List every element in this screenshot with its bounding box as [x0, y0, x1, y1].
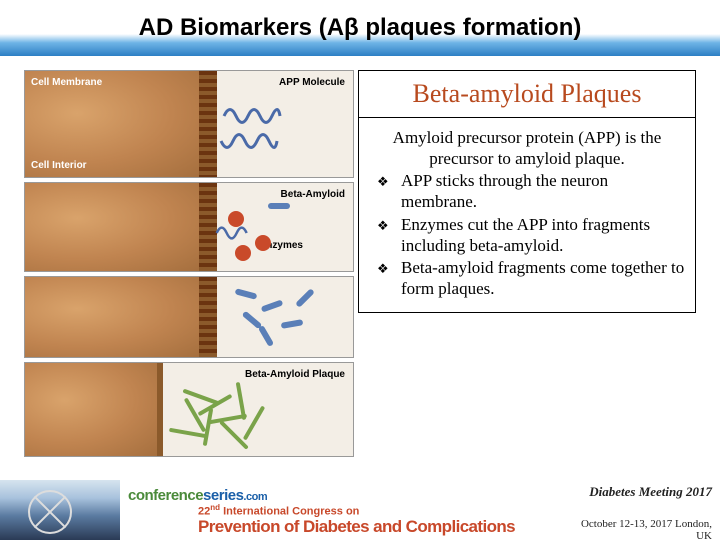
diagram-panel-1: Cell Membrane Cell Interior APP Molecule [24, 70, 354, 178]
footer-photo [0, 480, 120, 540]
page-title: AD Biomarkers (Aβ plaques formation) [139, 14, 582, 42]
diagram-panel-4: Beta-Amyloid Plaque [24, 362, 354, 457]
bullet-item: ❖Enzymes cut the APP into fragments incl… [383, 215, 685, 256]
fragment-icon [295, 288, 315, 308]
footer-brand-row: conferenceseries.com [128, 487, 562, 504]
plaque-rod-icon [243, 406, 265, 441]
cell-body-shape [25, 183, 205, 271]
brand-logo: conferenceseries.com [128, 487, 267, 504]
app-squiggle-icon [215, 218, 265, 248]
cell-body-shape [25, 277, 205, 357]
fragment-icon [235, 288, 258, 299]
meeting-date-place: October 12-13, 2017 London, UK [578, 518, 712, 542]
intro-text: Amyloid precursor protein (APP) is the p… [369, 128, 685, 169]
footer: conferenceseries.com 22nd International … [0, 480, 720, 540]
section-body: Amyloid precursor protein (APP) is the p… [358, 118, 696, 313]
ferris-wheel-icon [28, 490, 72, 534]
bullet-text: Beta-amyloid fragments come together to … [401, 258, 684, 298]
bullet-item: ❖APP sticks through the neuron membrane. [383, 171, 685, 212]
label-beta-amyloid: Beta-Amyloid [281, 189, 345, 200]
footer-mid: conferenceseries.com 22nd International … [120, 480, 570, 540]
main-content: Cell Membrane Cell Interior APP Molecule… [0, 56, 720, 457]
brand-part-b: series [203, 487, 243, 504]
label-app-molecule: APP Molecule [279, 77, 345, 88]
text-column: Beta-amyloid Plaques Amyloid precursor p… [358, 70, 696, 457]
bullet-text: Enzymes cut the APP into fragments inclu… [401, 215, 650, 255]
membrane-shape [199, 71, 217, 177]
title-bar: AD Biomarkers (Aβ plaques formation) [0, 0, 720, 56]
diagram-column: Cell Membrane Cell Interior APP Molecule… [24, 70, 354, 457]
label-cell-interior: Cell Interior [31, 160, 87, 171]
diagram-panel-3 [24, 276, 354, 358]
section-heading: Beta-amyloid Plaques [358, 70, 696, 118]
cell-body-shape [25, 363, 163, 456]
membrane-shape [199, 277, 217, 357]
bullet-item: ❖Beta-amyloid fragments come together to… [383, 258, 685, 299]
fragment-icon [280, 319, 303, 329]
label-plaque: Beta-Amyloid Plaque [245, 369, 345, 380]
diamond-bullet-icon: ❖ [377, 174, 389, 190]
congress-main: Prevention of Diabetes and Complications [198, 519, 562, 535]
brand-part-a: conference [128, 487, 203, 504]
bullet-text: APP sticks through the neuron membrane. [401, 171, 608, 211]
diagram-panel-2: Beta-Amyloid Enzymes [24, 182, 354, 272]
footer-right: Diabetes Meeting 2017 October 12-13, 201… [570, 480, 720, 540]
fragment-icon [268, 203, 290, 209]
meeting-name: Diabetes Meeting 2017 [578, 484, 712, 500]
congress-sup: nd [210, 503, 220, 512]
fragment-icon [261, 299, 284, 312]
brand-part-c: .com [243, 491, 267, 503]
diamond-bullet-icon: ❖ [377, 218, 389, 234]
plaque-rod-icon [184, 398, 206, 433]
label-cell-membrane: Cell Membrane [31, 77, 102, 88]
fragment-icon [257, 325, 273, 347]
bullet-list: ❖APP sticks through the neuron membrane.… [369, 171, 685, 299]
app-squiggle-icon [219, 126, 279, 156]
diamond-bullet-icon: ❖ [377, 261, 389, 277]
